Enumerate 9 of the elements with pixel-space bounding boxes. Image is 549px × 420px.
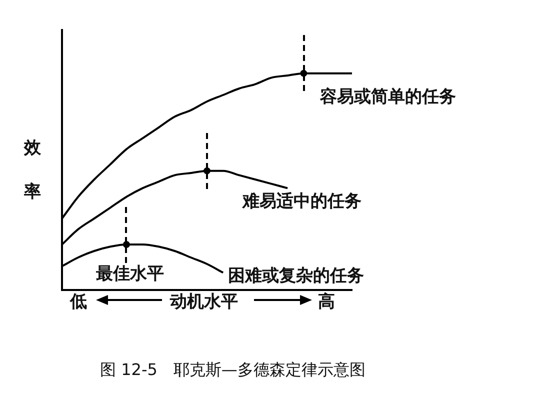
series-label: 容易或简单的任务 <box>319 86 456 107</box>
text: 效率 <box>24 138 41 202</box>
series-label: 困难或复杂的任务 <box>228 266 364 286</box>
x-axis-title: 动机水平 <box>170 291 238 313</box>
annotation: 最佳水平 <box>96 263 164 285</box>
text: 低 <box>70 291 87 313</box>
text: 图 12-5 耶克斯—多德森定律示意图 <box>100 360 366 381</box>
series-label: 难易适中的任务 <box>242 192 362 212</box>
text: 高 <box>318 291 335 313</box>
